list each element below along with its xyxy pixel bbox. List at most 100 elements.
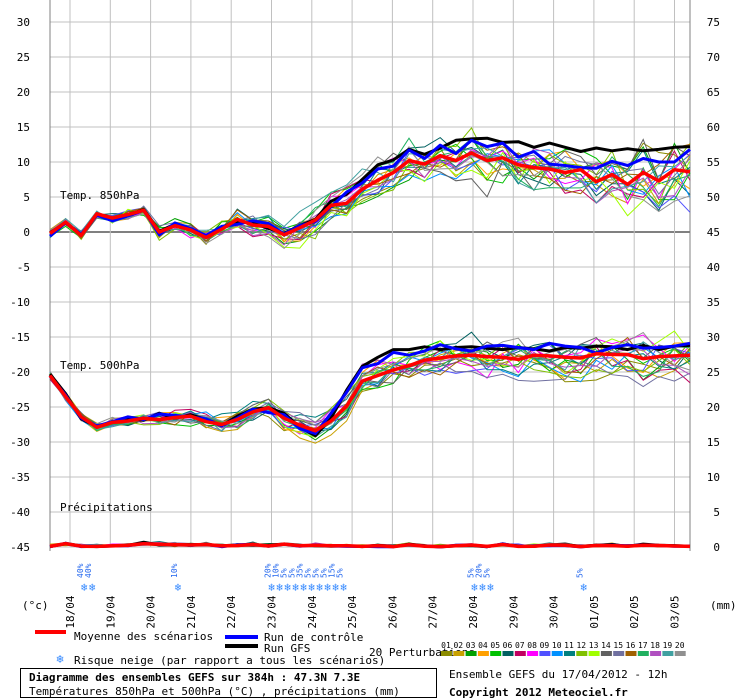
series-line-t850 [48, 151, 691, 240]
snow-risk-pct: 10% [170, 563, 179, 578]
run-info-box: Ensemble GEFS du 17/04/2012 - 12h Copyri… [449, 666, 668, 700]
y-left-tick: 5 [23, 191, 30, 204]
x-date-label: 22/04 [225, 595, 238, 628]
snow-risk-pct: 40% [76, 563, 85, 578]
perturbation-id: 13 [589, 641, 599, 650]
y-left-tick: -15 [10, 331, 30, 344]
x-date-label: 19/04 [104, 595, 117, 628]
perturbation-id: 11 [564, 641, 574, 650]
x-date-label: 01/05 [588, 595, 601, 628]
snowflake-icon: ❄ [487, 581, 494, 594]
y-left-tick: 10 [17, 156, 30, 169]
snow-risk-pct: 20% [474, 563, 483, 578]
perturbation-swatch-06 [502, 651, 514, 656]
y-left-tick: -40 [10, 506, 30, 519]
perturbation-swatch-20 [674, 651, 686, 656]
snow-risk-pct: 5% [280, 568, 289, 578]
perturbation-swatch-15 [613, 651, 625, 656]
perturbation-swatch-13 [588, 651, 600, 656]
legend-control-label: Run de contrôle [264, 631, 363, 644]
snowflake-icon: ❄ [471, 581, 478, 594]
perturbation-swatch-02 [453, 651, 465, 656]
perturbation-swatch-18 [650, 651, 662, 656]
y-right-tick: 60 [707, 121, 720, 134]
x-date-label: 27/04 [427, 595, 440, 628]
chart-title-box: Diagramme des ensembles GEFS sur 384h : … [20, 668, 437, 698]
snowflake-icon: ❄ [292, 581, 299, 594]
chart-subtitle: Températures 850hPa et 500hPa (°C) , pré… [29, 685, 400, 698]
perturbation-swatch-14 [600, 651, 612, 656]
perturbation-swatch-05 [490, 651, 502, 656]
copyright: Copyright 2012 Meteociel.fr [449, 686, 628, 699]
snowflake-icon: ❄ [316, 581, 323, 594]
y-left-tick: 25 [17, 51, 30, 64]
perturbation-swatch-17 [637, 651, 649, 656]
y-left-tick: -20 [10, 366, 30, 379]
section-label: Précipitations [60, 501, 153, 514]
perturbation-id: 12 [576, 641, 586, 650]
perturbation-swatch-01 [441, 651, 452, 656]
snow-risk-pct: 5% [336, 568, 345, 578]
section-label: Temp. 500hPa [60, 359, 139, 372]
perturbation-id: 03 [466, 641, 476, 650]
snowflake-icon: ❄ [175, 581, 182, 594]
perturbation-swatch-12 [576, 651, 588, 656]
y-right-tick: 10 [707, 471, 720, 484]
snowflake-icon: ❄ [89, 581, 96, 594]
perturbation-id: 04 [478, 641, 488, 650]
y-right-tick: 5 [713, 506, 720, 519]
perturbation-id: 17 [638, 641, 648, 650]
snowflake-icon: ❄ [56, 652, 63, 666]
x-date-label: 23/04 [266, 595, 279, 628]
x-date-label: 21/04 [185, 595, 198, 628]
snowflake-icon: ❄ [324, 581, 331, 594]
perturbation-id: 02 [453, 641, 463, 650]
perturbation-id: 19 [663, 641, 673, 650]
snowflake-icon: ❄ [332, 581, 339, 594]
snowflake-icon: ❄ [340, 581, 347, 594]
snow-risk-pct: 5% [482, 568, 491, 578]
y-left-tick: 30 [17, 16, 30, 29]
perturbation-swatch-07 [514, 651, 526, 656]
x-date-label: 26/04 [386, 595, 399, 628]
snow-risk-pct: 10% [272, 563, 281, 578]
perturbation-id: 20 [675, 641, 685, 650]
legend-snow-label: Risque neige (par rapport a tous les scé… [74, 654, 385, 667]
perturbation-swatch-09 [539, 651, 551, 656]
perturbation-id: 06 [503, 641, 513, 650]
perturbation-swatch-08 [527, 651, 539, 656]
y-left-tick: -10 [10, 296, 30, 309]
y-left-tick: 15 [17, 121, 30, 134]
perturbation-swatch-03 [465, 651, 477, 656]
main-series-lines [48, 136, 691, 549]
perturbation-id: 15 [613, 641, 623, 650]
snow-risk-pct: 5% [466, 568, 475, 578]
x-date-label: 29/04 [507, 595, 520, 628]
snowflake-icon: ❄ [81, 581, 88, 594]
y-left-tick: -45 [10, 541, 30, 554]
perturbation-swatch-10 [551, 651, 563, 656]
section-label: Temp. 850hPa [60, 189, 139, 202]
snowflake-icon: ❄ [300, 581, 307, 594]
legend-mean-label: Moyenne des scénarios [74, 630, 213, 643]
y-right-tick: 20 [707, 401, 720, 414]
perturbation-line-12-t500 [49, 344, 691, 431]
perturbation-id: 18 [650, 641, 660, 650]
snow-risk-pct: 5% [288, 568, 297, 578]
perturbation-id: 09 [540, 641, 550, 650]
y-left-tick: 20 [17, 86, 30, 99]
x-date-label: 28/04 [467, 595, 480, 628]
y-right-tick: 50 [707, 191, 720, 204]
x-date-label: 18/04 [64, 595, 77, 628]
perturbation-swatch-04 [477, 651, 489, 656]
perturbation-id: 05 [490, 641, 500, 650]
y-right-label: (mm) [710, 599, 737, 612]
x-date-label: 25/04 [346, 595, 359, 628]
x-date-label: 03/05 [669, 595, 682, 628]
perturbation-id: 07 [515, 641, 525, 650]
series-line-precip [49, 541, 691, 549]
y-right-tick: 25 [707, 366, 720, 379]
